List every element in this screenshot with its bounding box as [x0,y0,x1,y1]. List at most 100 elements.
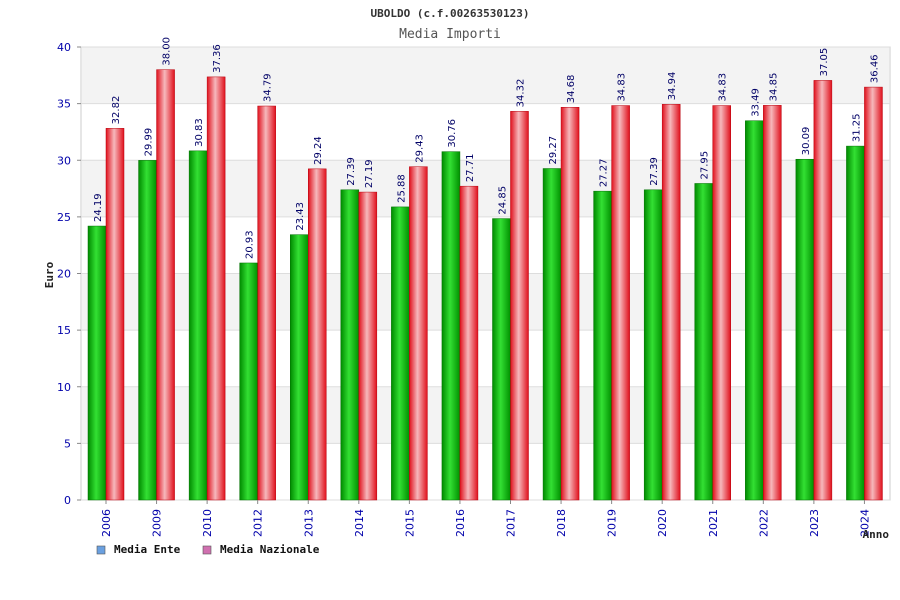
x-tick-label: 2023 [808,509,821,537]
value-label: 34.68 [566,75,577,104]
x-axis-ticks: 2006 2009 2010 2012 2013 2014 2015 2016 2017 2018… [100,500,871,537]
bar-media-nazionale [156,69,175,501]
x-tick-label: 2019 [606,509,619,537]
bar-media-ente [138,160,157,501]
x-tick-label: 2018 [555,509,568,537]
value-label: 34.83 [718,73,729,102]
value-label: 31.25 [851,113,862,142]
value-label: 27.27 [599,159,610,188]
x-tick-label: 2010 [201,509,214,537]
x-tick-label: 2009 [151,509,164,537]
chart-subtitle: Media Importi [399,27,501,42]
x-tick-label: 2016 [454,509,467,537]
bar-media-ente [441,151,461,501]
bar-media-ente [340,189,360,501]
bar-media-nazionale [560,106,580,501]
y-tick-label: 5 [64,437,71,450]
value-label: 33.49 [750,88,761,117]
value-label: 30.76 [447,119,458,148]
x-tick-label: 2012 [252,509,265,537]
value-label: 37.05 [819,48,830,77]
bar-media-ente [492,218,511,501]
bar-media-nazionale [611,105,630,501]
bar-media-nazionale [864,86,883,501]
bar-media-nazionale [257,105,276,501]
y-tick-label: 15 [57,324,71,337]
value-label: 27.71 [465,154,476,183]
legend: Media Ente Media Nazionale [96,543,320,556]
y-axis-ticks: 0 5 10 15 20 25 30 35 40 [57,41,81,507]
value-label: 27.95 [700,151,711,180]
bar-media-ente [391,206,410,501]
y-tick-label: 35 [57,98,71,111]
y-tick-label: 30 [57,154,71,167]
value-label: 24.85 [498,186,509,215]
value-label: 29.24 [313,136,324,165]
value-label: 34.32 [516,79,527,108]
chart-title: UBOLDO (c.f.00263530123) [371,7,530,20]
bar-media-ente [188,150,208,501]
value-label: 34.83 [617,73,628,102]
bar-media-nazionale [105,128,125,501]
value-label: 34.94 [667,72,678,101]
value-label: 23.43 [295,202,306,231]
x-tick-label: 2017 [505,509,518,537]
legend-label-media-nazionale: Media Nazionale [220,543,320,556]
value-label: 30.09 [801,127,812,156]
value-label: 34.79 [263,73,274,102]
legend-label-media-ente: Media Ente [114,543,181,556]
value-label: 37.36 [212,44,223,73]
bar-media-nazionale [661,104,681,501]
bar-media-ente [643,189,663,501]
legend-swatch-media-ente [96,545,106,555]
bar-media-nazionale [308,168,327,501]
x-axis-label: Anno [863,528,890,541]
value-label: 34.85 [768,73,779,102]
y-tick-label: 0 [64,494,71,507]
bar-media-ente [694,183,713,501]
value-label: 25.88 [396,174,407,203]
x-tick-label: 2020 [656,509,669,537]
value-label: 29.43 [414,134,425,163]
value-label: 38.00 [162,37,173,66]
bar-media-nazionale [813,80,833,501]
y-tick-label: 40 [57,41,71,54]
bar-media-ente [87,225,107,501]
x-tick-label: 2024 [858,509,871,537]
bar-media-nazionale [510,111,529,501]
bar-media-ente [290,234,309,501]
bar-media-ente [846,145,865,501]
bar-media-nazionale [459,185,479,501]
x-tick-label: 2015 [403,509,416,537]
bars [87,69,883,501]
y-tick-label: 25 [57,211,71,224]
bar-media-nazionale [409,166,428,501]
bar-media-nazionale [763,105,782,501]
x-tick-label: 2014 [353,509,366,537]
y-tick-label: 10 [57,381,71,394]
bar-media-ente [593,190,612,501]
bar-media-ente [239,262,258,501]
value-label: 36.46 [869,54,880,83]
x-tick-label: 2022 [757,509,770,537]
value-label: 32.82 [111,96,122,125]
legend-swatch-media-nazionale [202,545,212,555]
bar-media-nazionale [358,191,378,501]
value-label: 24.19 [93,193,104,222]
value-labels: 24.19 32.82 29.99 38.00 30.83 37.36 20.93 34.79… [93,37,880,259]
x-tick-label: 2013 [302,509,315,537]
value-label: 27.39 [346,157,357,186]
bar-media-ente [542,168,562,501]
y-axis-label: Euro [43,261,56,288]
bar-media-nazionale [712,105,731,501]
bar-media-nazionale [206,76,226,501]
value-label: 29.27 [548,136,559,165]
value-label: 27.19 [364,159,375,188]
y-tick-label: 20 [57,268,71,281]
value-label: 30.83 [194,118,205,147]
value-label: 20.93 [245,230,256,259]
value-label: 29.99 [144,128,155,157]
x-tick-label: 2021 [707,509,720,537]
bar-media-ente [745,120,764,501]
